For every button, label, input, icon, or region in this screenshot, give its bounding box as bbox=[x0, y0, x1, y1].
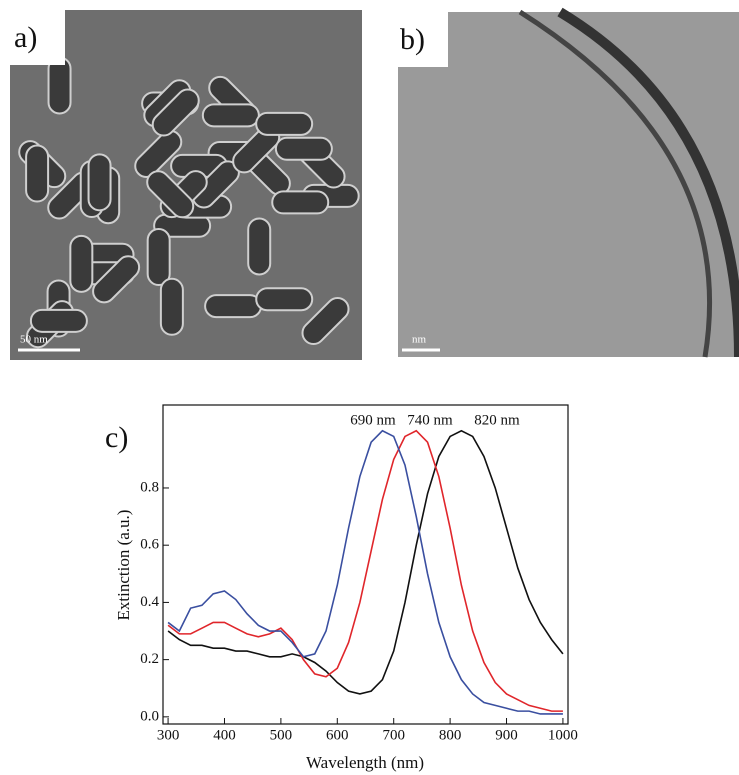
y-tick-label: 0.2 bbox=[140, 651, 159, 667]
x-axis-label: Wavelength (nm) bbox=[306, 753, 424, 772]
x-tick-label: 600 bbox=[326, 727, 349, 743]
peak-annotation: 690 nm bbox=[350, 412, 396, 428]
nanorod bbox=[89, 154, 111, 210]
panel-label: b) bbox=[400, 23, 425, 56]
y-tick-label: 0.6 bbox=[140, 537, 159, 553]
x-tick-label: 800 bbox=[439, 727, 462, 743]
tem-images bbox=[10, 10, 739, 360]
y-tick-label: 0.8 bbox=[140, 479, 159, 495]
tem-image-b bbox=[398, 12, 739, 357]
scale-label: 50 nm bbox=[20, 334, 48, 346]
x-tick-label: 400 bbox=[213, 727, 236, 743]
data-line bbox=[168, 431, 563, 694]
plot-frame bbox=[163, 405, 568, 724]
page: a) b) 50 nm nm c) Wavelength (nm) Extinc… bbox=[0, 0, 739, 775]
nanorod bbox=[26, 146, 48, 202]
data-line bbox=[168, 431, 563, 711]
y-tick-label: 0.4 bbox=[140, 594, 159, 610]
x-tick-label: 900 bbox=[495, 727, 518, 743]
nanorod bbox=[49, 57, 71, 113]
figure: a) b) 50 nm nm c) Wavelength (nm) Extinc… bbox=[0, 0, 739, 775]
nanorod bbox=[272, 191, 328, 213]
x-tick-label: 300 bbox=[157, 727, 180, 743]
panel-label: c) bbox=[105, 421, 128, 454]
x-tick-label: 500 bbox=[270, 727, 293, 743]
peak-annotation: 740 nm bbox=[407, 412, 453, 428]
nanorod bbox=[276, 138, 332, 160]
panel-label: a) bbox=[14, 21, 37, 54]
nanorod bbox=[161, 279, 183, 335]
y-tick-label: 0.0 bbox=[140, 708, 159, 724]
nanorod bbox=[148, 229, 170, 285]
peak-annotation: 820 nm bbox=[474, 412, 520, 428]
y-axis-label: Extinction (a.u.) bbox=[114, 510, 133, 621]
nanorod bbox=[248, 218, 270, 274]
nanorod bbox=[205, 295, 261, 317]
nanorod bbox=[70, 236, 92, 292]
data-line bbox=[168, 431, 563, 714]
scale-label: nm bbox=[412, 334, 427, 346]
nanorod bbox=[256, 113, 312, 135]
x-tick-label: 700 bbox=[382, 727, 405, 743]
nanorod bbox=[203, 104, 259, 126]
nanorod bbox=[31, 310, 87, 332]
nanorod bbox=[256, 288, 312, 310]
x-tick-label: 1000 bbox=[548, 727, 578, 743]
